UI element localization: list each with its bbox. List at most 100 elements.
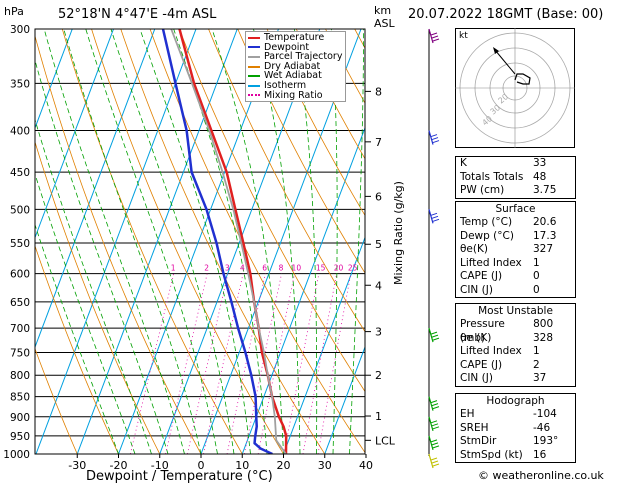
mixing-ratio-line-4 [203, 273, 244, 454]
legend-item: Parcel Trajectory [248, 52, 342, 62]
index-label: StmSpd (kt) [460, 448, 523, 461]
legend-swatch [248, 46, 260, 49]
hodograph-storm-vector [494, 49, 516, 75]
index-label: K [460, 157, 467, 169]
dry-adiabat [266, 29, 365, 217]
mixing-ratio-label-1: 1 [171, 264, 176, 273]
mixing-ratio-line-20 [302, 273, 338, 454]
x-axis-title: Dewpoint / Temperature (°C) [86, 469, 273, 484]
legend-item: Dry Adiabat [248, 62, 342, 72]
index-value: 328 [533, 331, 554, 344]
datetime-label: 20.07.2022 18GMT (Base: 00) [408, 7, 604, 22]
index-value: 1 [533, 345, 540, 357]
dry-adiabat [35, 244, 119, 454]
dry-adiabat [35, 140, 161, 454]
wet-adiabat [139, 29, 251, 454]
pressure-tick-750: 750 [10, 347, 30, 359]
hodo-title: Hodograph [486, 395, 545, 407]
pressure-tick-700: 700 [10, 323, 30, 335]
wind-barb-700 [428, 327, 440, 343]
index-value: 48 [533, 170, 547, 183]
index-row: Temp (°C) 20.6 [456, 216, 575, 230]
wet-adiabat [293, 29, 318, 454]
wet-adiabat [63, 29, 202, 454]
km-tick-5: 5 [375, 238, 382, 251]
copyright-footer: © weatheronline.co.uk [478, 469, 604, 482]
hodograph-trace [514, 73, 531, 85]
mixing-ratio-label-10: 10 [292, 264, 302, 273]
km-tick-8: 8 [375, 85, 382, 98]
index-row: θe (K) 328 [456, 332, 575, 346]
index-row: CIN (J) 0 [456, 284, 575, 298]
mixing-ratio-label-8: 8 [279, 264, 284, 273]
most-unstable-table: Most Unstable Pressure (mb) 800 θe (K) 328 Li… [455, 303, 576, 387]
pressure-tick-550: 550 [10, 238, 30, 250]
x-tick-0: 0 [198, 459, 205, 472]
asl-label: ASL [374, 17, 395, 30]
wet-adiabat [253, 29, 301, 454]
pressure-tick-400: 400 [10, 126, 30, 138]
index-label: Lifted Index [460, 345, 522, 357]
dry-adiabat [120, 29, 326, 454]
index-value: 20.6 [533, 216, 557, 228]
mixing-ratio-label-25: 25 [348, 264, 358, 273]
mixing-ratio-label-3: 3 [225, 264, 230, 273]
x-tick-20: 20 [277, 459, 291, 472]
index-label: Dewp (°C) [460, 229, 514, 242]
isotherm--60 [35, 29, 115, 239]
isotherm--70 [35, 29, 73, 130]
isotherm--40 [35, 29, 197, 454]
hpa-axis-label: hPa [4, 5, 24, 18]
pressure-tick-850: 850 [10, 392, 30, 404]
legend-item: Mixing Ratio [248, 89, 342, 101]
index-value: 33 [533, 157, 547, 169]
mixing-ratio-line-1 [129, 273, 175, 454]
dry-adiabat [149, 29, 365, 454]
legend-label: Isotherm [264, 79, 307, 91]
legend-swatch [248, 36, 260, 39]
index-row: θe(K) 327 [456, 243, 575, 257]
mixing-ratio-axis-title: Mixing Ratio (g/kg) [392, 181, 405, 285]
mixing-ratio-line-6 [226, 273, 266, 454]
legend-swatch [248, 75, 260, 78]
index-value: 0 [533, 270, 540, 282]
index-label: EH [460, 408, 475, 420]
index-label: CAPE (J) [460, 270, 503, 282]
index-label: θe (K) [460, 331, 492, 344]
index-row: CAPE (J) 0 [456, 270, 575, 284]
index-row: StmSpd (kt) 16 [456, 449, 575, 463]
wet-adiabat [35, 223, 119, 454]
km-tick-6: 6 [375, 190, 382, 203]
location-title: 52°18'N 4°47'E -4m ASL [58, 7, 217, 22]
x-tick--20: -20 [110, 459, 128, 472]
pressure-tick-800: 800 [10, 370, 30, 382]
index-value: 327 [533, 243, 554, 255]
pressure-tick-950: 950 [10, 431, 30, 443]
indices-top-table: K 33 Totals Totals 48 PW (cm) 3.75 [455, 156, 576, 199]
x-tick--30: -30 [68, 459, 86, 472]
index-row: Pressure (mb) 800 [456, 318, 575, 344]
wet-adiabat [35, 172, 136, 454]
mixing-ratio-label-15: 15 [316, 264, 326, 273]
mixing-ratio-label-20: 20 [334, 264, 344, 273]
legend-item: Isotherm [248, 81, 342, 91]
wind-barb-500 [428, 209, 440, 224]
mixing-ratio-line-3 [187, 273, 229, 454]
legend: Temperature Dewpoint Parcel Trajectory Dry … [245, 31, 347, 103]
legend-swatch [248, 65, 260, 68]
pressure-tick-1000: 1000 [3, 449, 30, 461]
wind-barb-900 [428, 416, 440, 431]
index-row: CAPE (J) 2 [456, 359, 575, 373]
legend-label: Mixing Ratio [264, 89, 323, 101]
wet-adiabat [35, 118, 152, 454]
hodograph-arrowhead [493, 47, 499, 54]
hodograph-table: Hodograph EH -104 SREH -46 StmDir 193° StmSpd (… [455, 393, 576, 463]
legend-label: Dry Adiabat [264, 60, 321, 72]
legend-label: Wet Adiabat [264, 70, 322, 82]
wet-adiabat [110, 29, 235, 454]
index-label: CIN (J) [460, 372, 493, 384]
mixing-ratio-line-8 [243, 273, 282, 454]
index-value: 3.75 [533, 184, 557, 196]
pressure-tick-350: 350 [10, 78, 30, 90]
